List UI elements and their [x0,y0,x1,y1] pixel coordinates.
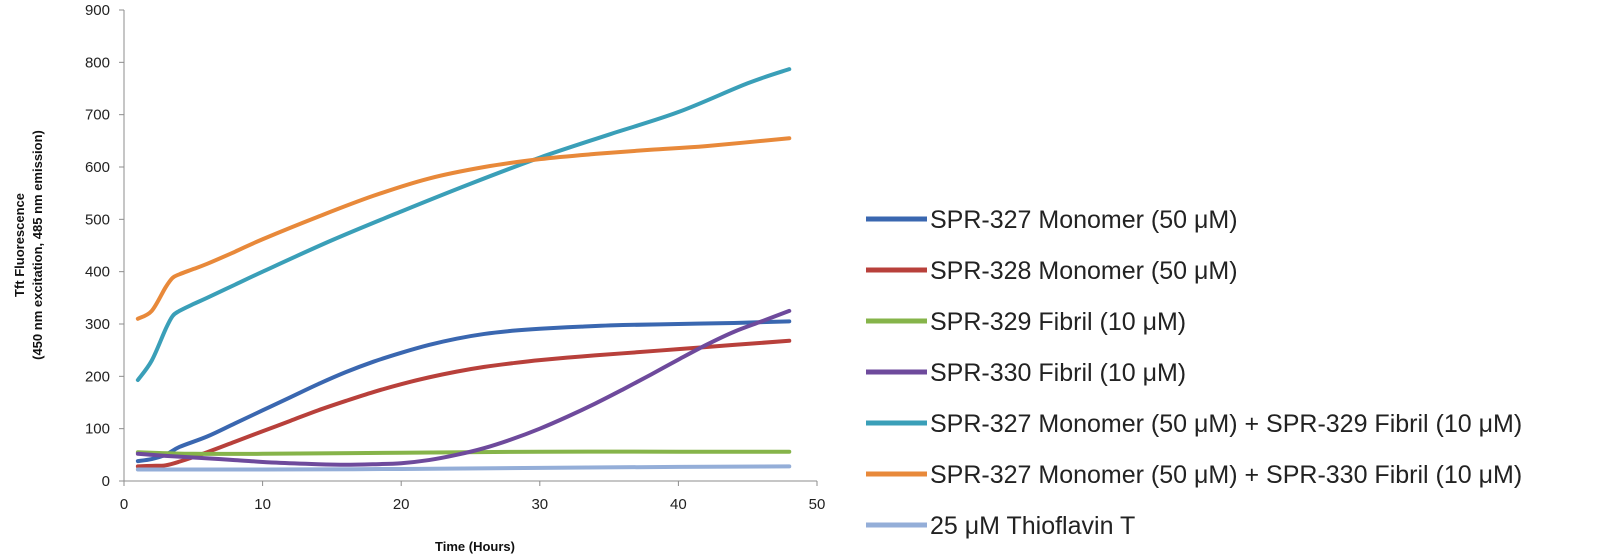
legend-label: SPR-329 Fibril (10 μM) [930,308,1186,336]
y-tick-label: 200 [85,368,110,385]
x-tick-label: 20 [393,496,410,513]
y-tick-label: 400 [85,264,110,281]
legend-label: SPR-328 Monomer (50 μM) [930,257,1238,285]
x-axis-ticks: 0 10 20 30 40 50 [120,481,826,513]
y-axis-title-line-1: Tft Fluorescence [12,193,27,297]
series-line-6 [135,136,792,321]
legend-item: SPR-327 Monomer (50 μM) + SPR-329 Fibril… [866,410,1522,438]
y-tick-label: 500 [85,211,110,228]
x-tick-label: 40 [670,496,687,513]
y-axis-title: Tft Fluorescence (450 nm excitation, 485… [12,130,45,360]
legend: SPR-327 Monomer (50 μM) SPR-328 Monomer (… [866,206,1522,540]
legend-item: SPR-330 Fibril (10 μM) [866,359,1186,387]
x-tick-label: 50 [809,496,826,513]
series-line-2 [135,338,792,469]
series-line-7 [135,464,792,472]
y-tick-label: 100 [85,421,110,438]
legend-label: 25 μM Thioflavin T [930,512,1135,540]
legend-item: SPR-327 Monomer (50 μM) [866,206,1238,234]
x-tick-label: 0 [120,496,128,513]
legend-label: SPR-327 Monomer (50 μM) [930,206,1238,234]
y-tick-label: 900 [85,2,110,19]
legend-item: SPR-329 Fibril (10 μM) [866,308,1186,336]
series-line-3 [135,449,792,456]
series-line-5 [135,67,792,382]
legend-item: SPR-327 Monomer (50 μM) + SPR-330 Fibril… [866,461,1522,489]
legend-item: 25 μM Thioflavin T [866,512,1135,540]
y-axis-title-line-2: (450 nm excitation, 485 nm emission) [30,130,45,360]
legend-item: SPR-328 Monomer (50 μM) [866,257,1238,285]
legend-label: SPR-327 Monomer (50 μM) + SPR-329 Fibril… [930,410,1522,438]
y-tick-label: 300 [85,316,110,333]
series-line-1 [135,319,792,464]
y-axis-ticks: 0 100 200 300 400 500 600 700 800 900 [85,2,124,490]
x-axis-title: Time (Hours) [435,539,515,554]
series-line-4 [135,308,792,467]
x-tick-label: 30 [531,496,548,513]
y-tick-label: 0 [102,473,110,490]
y-tick-label: 700 [85,107,110,124]
x-tick-label: 10 [254,496,271,513]
y-tick-label: 800 [85,54,110,71]
y-tick-label: 600 [85,159,110,176]
series-lines [135,67,792,472]
legend-label: SPR-327 Monomer (50 μM) + SPR-330 Fibril… [930,461,1522,489]
legend-label: SPR-330 Fibril (10 μM) [930,359,1186,387]
